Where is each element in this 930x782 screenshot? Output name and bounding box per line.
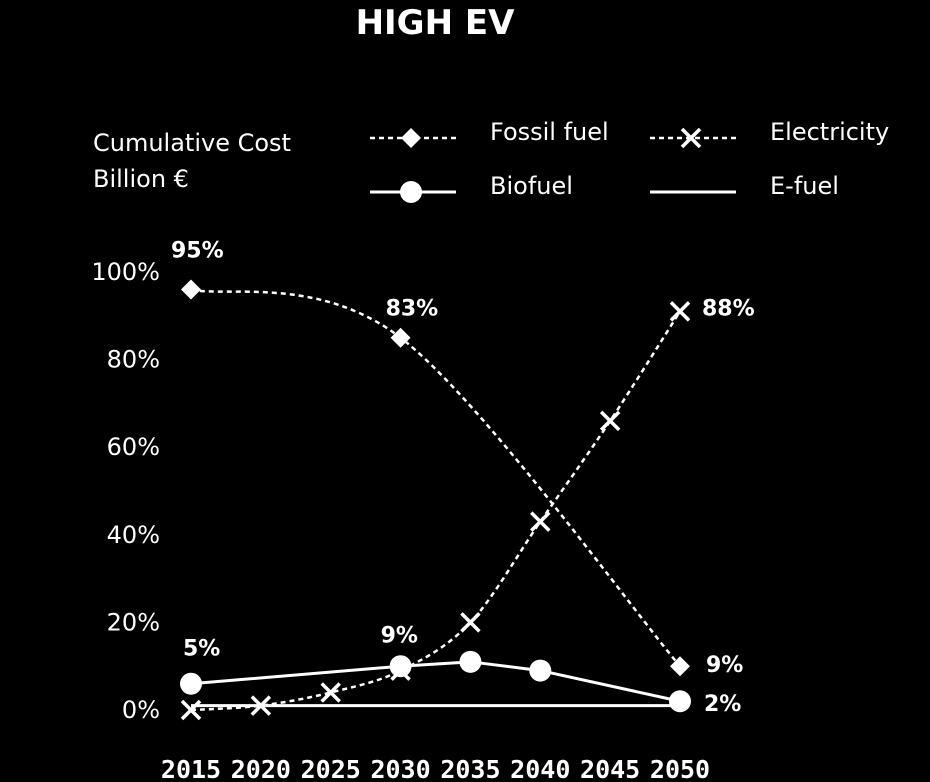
legend-label: Biofuel xyxy=(490,172,573,200)
series-lines xyxy=(190,288,682,712)
data-labels: 95% 83% 9% 88% 9% 5% 2% xyxy=(171,239,755,718)
series-line-fossil-fuel xyxy=(190,288,681,668)
chart-title: HIGH EV xyxy=(356,3,516,43)
x-axis-ticks: 2015 2020 2025 2030 2035 2040 2045 2050 xyxy=(161,755,710,782)
legend: Fossil fuel Electricity Biofuel E-fuel xyxy=(370,118,889,203)
series-line-electricity xyxy=(190,310,682,712)
data-label-fossil-fuel: 83% xyxy=(386,297,439,322)
data-point-biofuel xyxy=(459,650,482,673)
legend-marker-electricity xyxy=(680,127,702,149)
legend-item-fossil-fuel: Fossil fuel xyxy=(370,118,609,148)
data-point-electricity xyxy=(180,699,202,721)
legend-marker-fossil-fuel xyxy=(401,128,421,148)
x-tick-label: 2050 xyxy=(650,755,710,782)
y-tick-label: 60% xyxy=(107,433,160,461)
x-tick-label: 2025 xyxy=(301,755,361,782)
legend-label: E-fuel xyxy=(770,172,839,200)
x-tick-label: 2045 xyxy=(580,755,640,782)
data-point-electricity xyxy=(250,695,272,716)
legend-item-e-fuel: E-fuel xyxy=(650,172,839,200)
legend-label: Electricity xyxy=(770,118,889,146)
y-axis-label-line-2: Billion € xyxy=(93,165,189,193)
data-point-electricity xyxy=(320,682,341,703)
y-tick-label: 40% xyxy=(107,521,160,549)
data-point-biofuel xyxy=(389,655,412,678)
data-label-fossil-fuel: 95% xyxy=(171,239,224,264)
x-tick-label: 2020 xyxy=(231,755,291,782)
series-markers xyxy=(180,279,691,721)
data-label-biofuel: 5% xyxy=(183,637,220,662)
x-tick-label: 2030 xyxy=(370,755,430,782)
series-line-biofuel xyxy=(190,660,681,703)
y-axis-ticks: 0% 20% 40% 60% 80% 100% xyxy=(91,258,160,724)
y-tick-label: 20% xyxy=(107,608,160,636)
data-point-fossil-fuel xyxy=(670,656,690,677)
data-point-fossil-fuel xyxy=(181,279,201,300)
data-label-electricity: 9% xyxy=(381,624,418,649)
data-point-electricity xyxy=(460,612,481,633)
y-axis-label-line-1: Cumulative Cost xyxy=(93,129,291,157)
data-point-biofuel xyxy=(180,672,202,695)
x-tick-label: 2035 xyxy=(440,755,500,782)
legend-item-electricity: Electricity xyxy=(650,118,889,149)
data-point-electricity xyxy=(669,301,691,322)
x-tick-label: 2015 xyxy=(161,755,221,782)
data-point-fossil-fuel xyxy=(390,327,411,348)
data-label-fossil-fuel: 9% xyxy=(706,653,743,678)
legend-marker-biofuel xyxy=(400,181,422,203)
y-tick-label: 100% xyxy=(91,258,160,286)
data-label-biofuel: 2% xyxy=(704,692,741,717)
data-label-electricity: 88% xyxy=(702,296,755,321)
data-point-biofuel xyxy=(669,690,691,713)
data-point-electricity xyxy=(530,511,551,532)
x-tick-label: 2040 xyxy=(510,755,570,782)
data-point-biofuel xyxy=(529,659,552,682)
legend-label: Fossil fuel xyxy=(490,118,609,146)
y-tick-label: 80% xyxy=(107,346,160,374)
y-tick-label: 0% xyxy=(122,696,160,724)
data-point-electricity xyxy=(599,410,621,432)
legend-item-biofuel: Biofuel xyxy=(370,172,573,203)
